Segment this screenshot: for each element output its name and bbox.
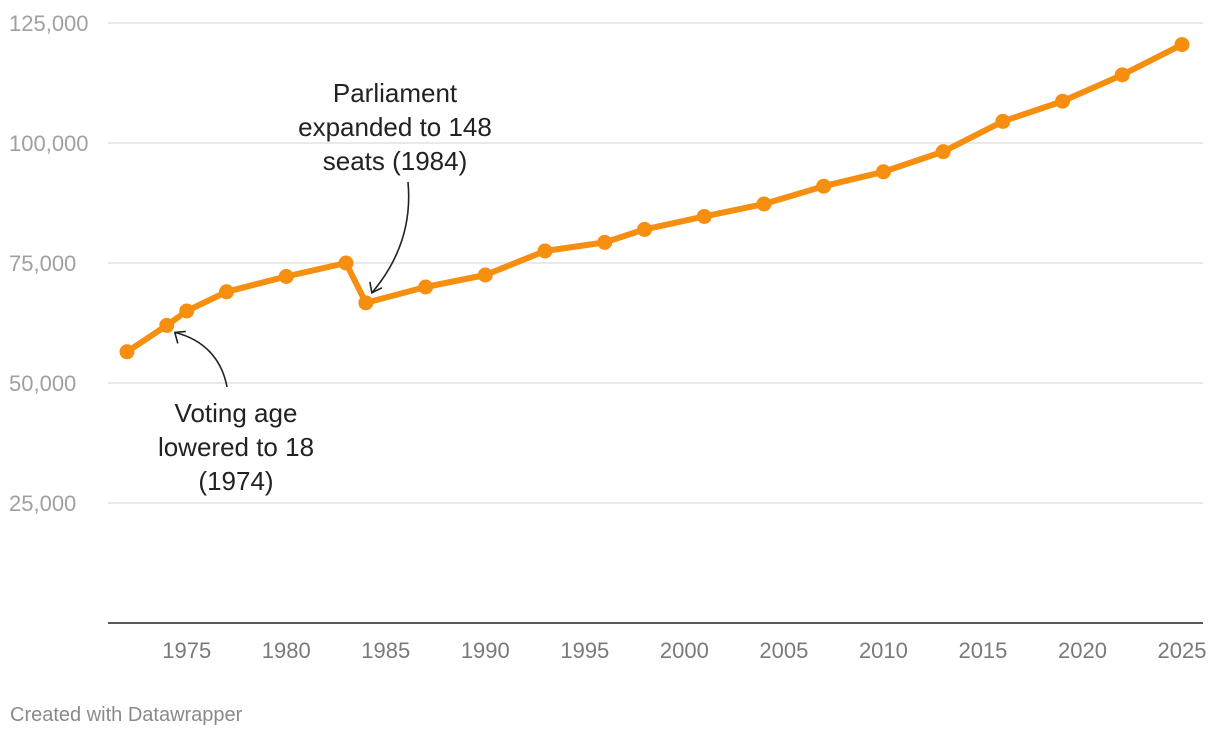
y-axis: 25,000 50,000 75,000 100,000 125,000 (9, 11, 89, 516)
data-point (1174, 37, 1190, 53)
x-tick-label: 2025 (1158, 638, 1207, 663)
data-point (1055, 93, 1071, 109)
x-tick-label: 2020 (1058, 638, 1107, 663)
data-point (278, 268, 294, 284)
annotation-parliament-arrow (371, 181, 410, 294)
y-tick-label: 100,000 (9, 131, 89, 156)
x-tick-label: 1980 (262, 638, 311, 663)
y-tick-label: 75,000 (9, 251, 76, 276)
annotation-parliament-text: Parliament (333, 78, 458, 108)
y-tick-label: 50,000 (9, 371, 76, 396)
annotation-voting-age-text: lowered to 18 (158, 432, 314, 462)
y-tick-label: 25,000 (9, 491, 76, 516)
datawrapper-credit[interactable]: Created with Datawrapper (10, 704, 243, 726)
x-tick-label: 2015 (958, 638, 1007, 663)
annotation-voting-age-text: (1974) (198, 466, 273, 496)
data-point (1114, 67, 1130, 83)
data-point (756, 196, 772, 212)
annotations-layer: Parliament expanded to 148 seats (1984) Vot… (158, 78, 492, 496)
annotation-voting-age-text: Voting age (175, 398, 298, 428)
data-point (159, 317, 175, 333)
annotation-parliament-arrowhead (369, 281, 383, 295)
x-tick-label: 2000 (660, 638, 709, 663)
annotation-parliament-text: expanded to 148 (298, 112, 492, 142)
data-point (119, 344, 135, 360)
series-layer (119, 37, 1190, 360)
x-tick-label: 1990 (461, 638, 510, 663)
data-point (418, 279, 434, 295)
x-axis: 1975 1980 1985 1990 1995 2000 2005 2010 2015 2020… (108, 622, 1207, 663)
x-tick-label: 2005 (759, 638, 808, 663)
data-point (935, 144, 951, 160)
series-line (124, 41, 1185, 355)
x-tick-label: 1985 (361, 638, 410, 663)
x-tick-label: 1995 (560, 638, 609, 663)
annotation-parliament-text: seats (1984) (323, 146, 468, 176)
data-point (179, 303, 195, 319)
data-point (995, 113, 1011, 129)
grid-lines (108, 22, 1203, 504)
x-tick-label: 2010 (859, 638, 908, 663)
data-point (338, 255, 354, 271)
data-point (875, 164, 891, 180)
data-point (696, 208, 712, 224)
annotation-voting-age-arrowhead (173, 330, 186, 344)
data-point (816, 178, 832, 194)
data-point (477, 267, 493, 283)
data-point (597, 234, 613, 250)
x-tick-label: 1975 (162, 638, 211, 663)
data-point (537, 243, 553, 259)
data-point (219, 284, 235, 300)
data-point (637, 221, 653, 237)
data-point (358, 295, 374, 311)
y-tick-label: 125,000 (9, 11, 89, 36)
annotation-voting-age-arrow (174, 331, 228, 388)
